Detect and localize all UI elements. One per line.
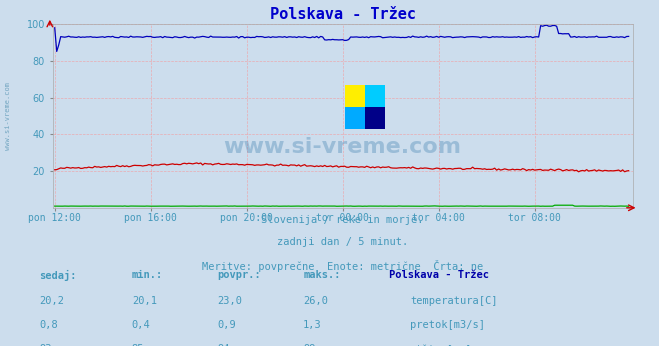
Text: Slovenija / reke in morje.: Slovenija / reke in morje. — [262, 215, 424, 225]
Text: temperatura[C]: temperatura[C] — [410, 296, 498, 306]
Text: 0,8: 0,8 — [40, 320, 58, 330]
Text: 23,0: 23,0 — [217, 296, 243, 306]
Text: 85: 85 — [132, 344, 144, 346]
Bar — [364, 107, 385, 129]
Text: 99: 99 — [303, 344, 316, 346]
Text: maks.:: maks.: — [303, 270, 341, 280]
Text: sedaj:: sedaj: — [40, 270, 77, 281]
Bar — [345, 85, 364, 107]
Text: 93: 93 — [40, 344, 52, 346]
Text: www.si-vreme.com: www.si-vreme.com — [5, 82, 11, 150]
Text: Polskava - Tržec: Polskava - Tržec — [389, 270, 489, 280]
Text: pretok[m3/s]: pretok[m3/s] — [410, 320, 485, 330]
Title: Polskava - Tržec: Polskava - Tržec — [270, 7, 416, 22]
Text: 0,9: 0,9 — [217, 320, 236, 330]
Text: višina[cm]: višina[cm] — [410, 344, 473, 346]
Text: 26,0: 26,0 — [303, 296, 328, 306]
Text: 20,2: 20,2 — [40, 296, 65, 306]
Text: zadnji dan / 5 minut.: zadnji dan / 5 minut. — [277, 237, 409, 247]
Text: 20,1: 20,1 — [132, 296, 157, 306]
Text: Meritve: povprečne  Enote: metrične  Črta: ne: Meritve: povprečne Enote: metrične Črta:… — [202, 260, 483, 272]
Text: 94: 94 — [217, 344, 230, 346]
Text: povpr.:: povpr.: — [217, 270, 261, 280]
Text: 0,4: 0,4 — [132, 320, 150, 330]
Text: 1,3: 1,3 — [303, 320, 322, 330]
Bar — [345, 107, 364, 129]
Text: www.si-vreme.com: www.si-vreme.com — [223, 137, 462, 157]
Bar — [364, 85, 385, 107]
Text: min.:: min.: — [132, 270, 163, 280]
